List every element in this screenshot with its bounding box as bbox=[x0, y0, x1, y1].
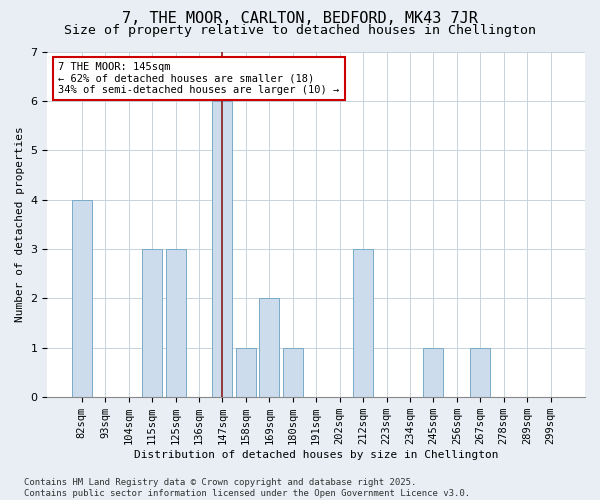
Bar bbox=[470, 348, 490, 397]
Bar bbox=[72, 200, 92, 397]
Bar bbox=[166, 249, 185, 397]
Text: Size of property relative to detached houses in Chellington: Size of property relative to detached ho… bbox=[64, 24, 536, 37]
Bar bbox=[212, 101, 232, 397]
X-axis label: Distribution of detached houses by size in Chellington: Distribution of detached houses by size … bbox=[134, 450, 499, 460]
Bar bbox=[283, 348, 303, 397]
Bar bbox=[424, 348, 443, 397]
Text: Contains HM Land Registry data © Crown copyright and database right 2025.
Contai: Contains HM Land Registry data © Crown c… bbox=[24, 478, 470, 498]
Bar bbox=[142, 249, 162, 397]
Bar bbox=[236, 348, 256, 397]
Bar bbox=[353, 249, 373, 397]
Text: 7 THE MOOR: 145sqm
← 62% of detached houses are smaller (18)
34% of semi-detache: 7 THE MOOR: 145sqm ← 62% of detached hou… bbox=[58, 62, 340, 95]
Bar bbox=[259, 298, 279, 397]
Text: 7, THE MOOR, CARLTON, BEDFORD, MK43 7JR: 7, THE MOOR, CARLTON, BEDFORD, MK43 7JR bbox=[122, 11, 478, 26]
Y-axis label: Number of detached properties: Number of detached properties bbox=[15, 126, 25, 322]
